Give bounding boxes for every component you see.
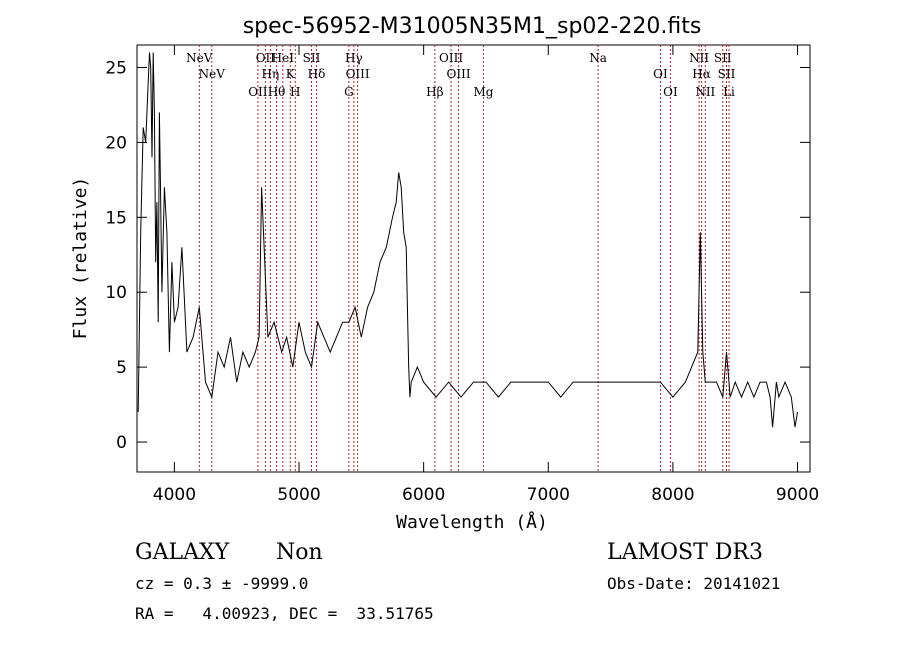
feature-label: SII [718, 67, 736, 81]
feature-label: H [290, 85, 300, 99]
feature-label: G [344, 85, 354, 99]
feature-label: OIII [447, 67, 471, 81]
x-tick-label: 8000 [651, 485, 694, 505]
object-class: GALAXY [135, 540, 230, 565]
feature-label: Hβ [426, 85, 443, 99]
y-tick-label: 20 [105, 133, 127, 153]
feature-lines [198, 45, 730, 472]
feature-label: NII [695, 85, 715, 99]
feature-labels: NeV NeV OII OII Hη Hθ HeI KH SII Hδ G Hγ OIII Hβ OIII O… [186, 51, 735, 99]
y-axis-label: Flux (relative) [70, 177, 91, 340]
y-tick-label: 0 [116, 433, 127, 453]
object-subclass: Non [276, 540, 323, 565]
spectrum-line [137, 52, 798, 428]
feature-label: HeI [272, 51, 295, 65]
feature-label: OIII [346, 67, 370, 81]
x-tick-label: 5000 [277, 485, 320, 505]
feature-label: OII [256, 51, 276, 65]
feature-label: NeV [186, 51, 213, 65]
x-tick-label: 9000 [776, 485, 819, 505]
y-axis: 0 5 10 15 20 25 [105, 58, 810, 453]
feature-label: OII [248, 85, 268, 99]
feature-label: K [286, 67, 296, 81]
spectrum-plot: spec-56952-M31005N35M1_sp02-220.fits NeV… [70, 14, 819, 533]
feature-label: Hθ [268, 85, 286, 99]
x-tick-label: 7000 [527, 485, 570, 505]
x-tick-label: 6000 [402, 485, 445, 505]
plot-frame [136, 44, 811, 473]
x-tick-label: 4000 [153, 485, 196, 505]
feature-label: OI [653, 67, 668, 81]
survey-label: LAMOST DR3 [607, 540, 763, 565]
feature-label: SII [714, 51, 732, 65]
feature-label: Hα [692, 67, 711, 81]
feature-label: Mg [473, 85, 493, 99]
chart-title: spec-56952-M31005N35M1_sp02-220.fits [243, 14, 702, 39]
y-tick-label: 10 [105, 283, 127, 303]
y-tick-label: 25 [105, 58, 127, 78]
x-axis: 4000 5000 6000 7000 8000 9000 [153, 45, 819, 505]
y-tick-label: 15 [105, 208, 127, 228]
feature-label: Na [589, 51, 607, 65]
feature-label: NeV [199, 67, 226, 81]
feature-label: OI [663, 85, 678, 99]
obs-date-text: Obs-Date: 20141021 [607, 574, 781, 593]
feature-label: SII [303, 51, 321, 65]
feature-label: Hη [262, 67, 280, 81]
feature-label: Hγ [345, 51, 363, 65]
feature-label: OIII [439, 51, 463, 65]
radec-text: RA = 4.00923, DEC = 33.51765 [135, 604, 434, 623]
x-axis-label: Wavelength (Å) [396, 511, 548, 533]
y-tick-label: 5 [116, 358, 127, 378]
redshift-text: cz = 0.3 ± -9999.0 [135, 574, 309, 593]
feature-label: Li [723, 85, 735, 99]
feature-label: NII [689, 51, 709, 65]
feature-label: Hδ [308, 67, 326, 81]
